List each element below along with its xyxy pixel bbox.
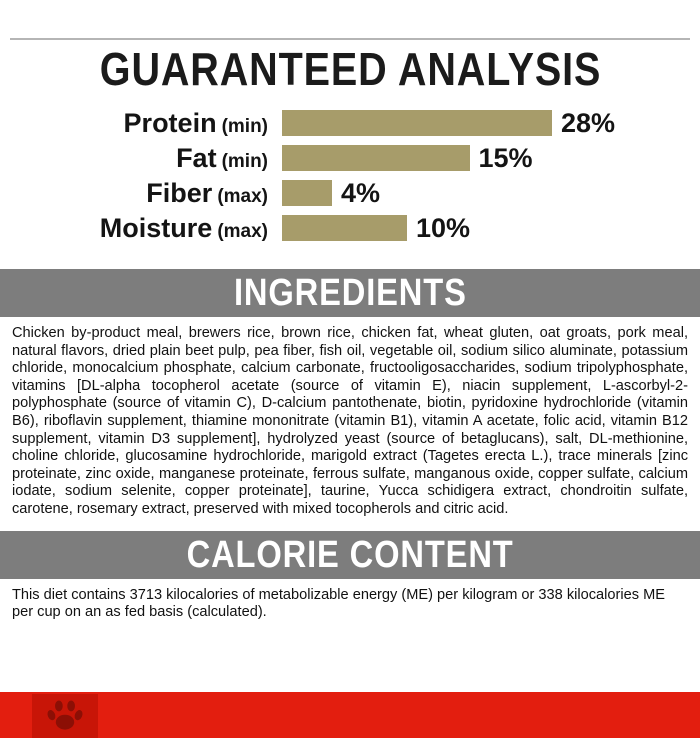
guaranteed-analysis-section: GUARANTEED ANALYSIS	[0, 42, 700, 96]
guaranteed-analysis-chart: Protein (min) 28% Fat (min) 15% Fiber (max)…	[0, 106, 700, 245]
brand-stripe	[0, 692, 700, 738]
guaranteed-analysis-title: GUARANTEED ANALYSIS	[99, 43, 601, 95]
top-divider	[10, 38, 690, 40]
royal-canin-logo	[32, 694, 98, 738]
analysis-label: Fat (min)	[0, 143, 282, 174]
analysis-row-fat: Fat (min) 15%	[0, 141, 700, 175]
calorie-content-title: CALORIE CONTENT	[186, 533, 514, 576]
analysis-bar	[282, 145, 470, 171]
analysis-row-protein: Protein (min) 28%	[0, 106, 700, 140]
nutrient-qualifier: (max)	[217, 220, 268, 242]
nutrient-name: Fat	[176, 142, 217, 173]
analysis-row-fiber: Fiber (max) 4%	[0, 176, 700, 210]
nutrient-name: Moisture	[99, 212, 213, 243]
paw-icon	[47, 700, 83, 730]
pet-food-label: GUARANTEED ANALYSIS Protein (min) 28% Fat…	[0, 38, 700, 738]
nutrient-qualifier: (min)	[221, 115, 268, 137]
analysis-bar	[282, 180, 332, 206]
nutrient-qualifier: (min)	[221, 150, 268, 172]
calorie-content-header-band: CALORIE CONTENT	[0, 530, 700, 579]
analysis-label: Protein (min)	[0, 108, 282, 139]
analysis-value: 15%	[478, 142, 533, 173]
analysis-row-moisture: Moisture (max) 10%	[0, 211, 700, 245]
ingredients-text: Chicken by-product meal, brewers rice, b…	[12, 325, 688, 517]
ingredients-header-band: INGREDIENTS	[0, 269, 700, 317]
nutrient-name: Fiber	[146, 177, 213, 208]
ingredients-title: INGREDIENTS	[233, 272, 467, 314]
analysis-bar	[282, 215, 407, 241]
analysis-label: Fiber (max)	[0, 178, 282, 209]
analysis-bar	[282, 110, 552, 136]
analysis-value: 4%	[341, 177, 381, 208]
analysis-value: 10%	[416, 212, 471, 243]
analysis-value: 28%	[561, 107, 616, 138]
calorie-content-text: This diet contains 3713 kilocalories of …	[12, 586, 665, 621]
nutrient-name: Protein	[123, 107, 217, 138]
nutrient-qualifier: (max)	[217, 185, 268, 207]
analysis-label: Moisture (max)	[0, 213, 282, 244]
